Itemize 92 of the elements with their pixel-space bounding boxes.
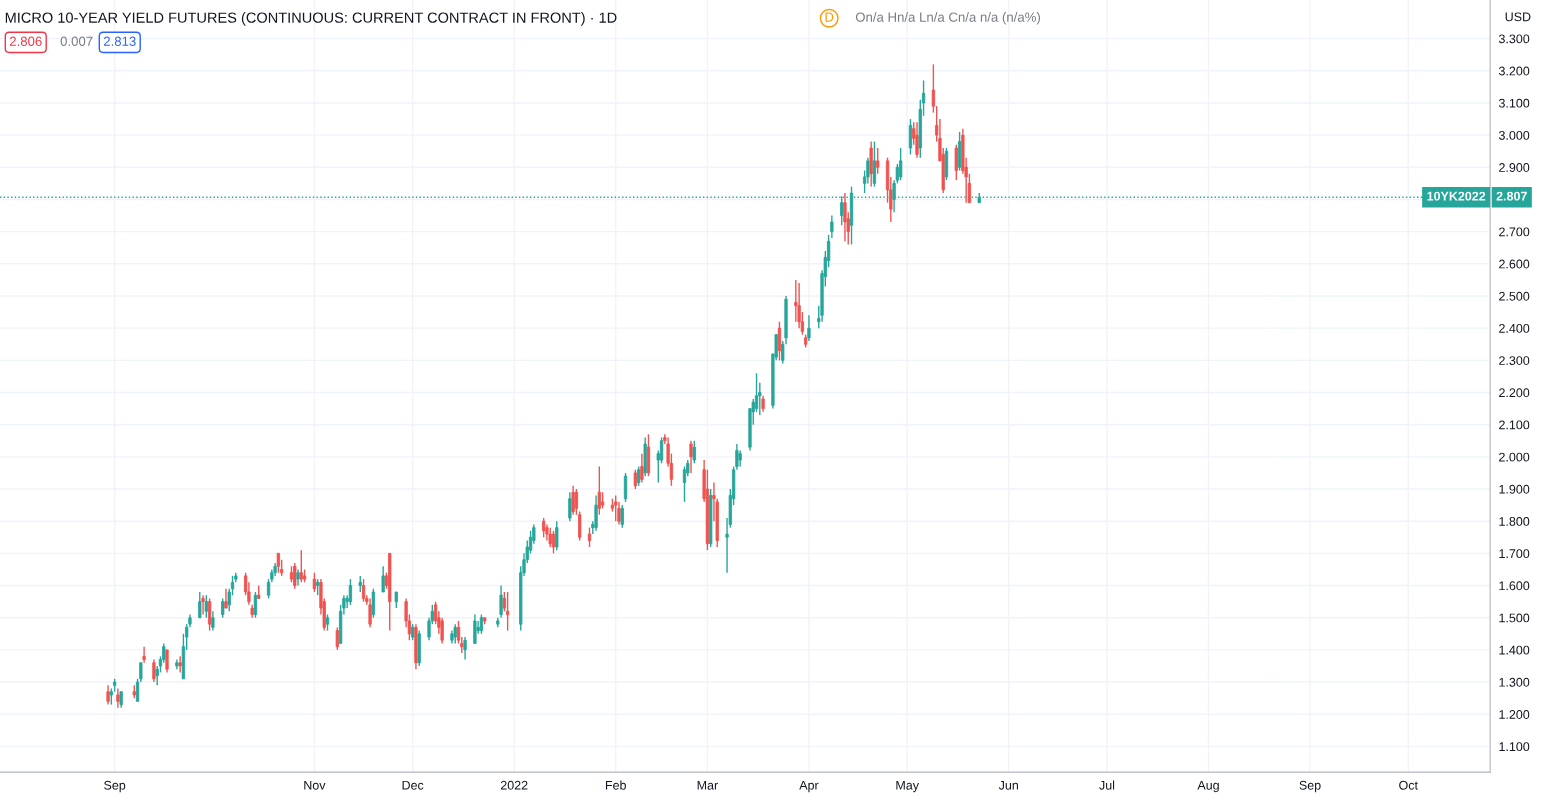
y-tick-label: 3.100 (1498, 98, 1530, 108)
x-tick-label: Jun (998, 780, 1018, 790)
candlestick (620, 504, 624, 529)
candlestick (152, 658, 156, 683)
candlestick (571, 485, 575, 516)
y-tick-label: 1.400 (1499, 645, 1530, 655)
x-tick-label: Oct (1399, 780, 1418, 790)
candlestick (299, 549, 303, 584)
y-tick-label: 3.200 (1498, 66, 1530, 76)
y-tick-label: 2.400 (1499, 323, 1530, 333)
candlestick (594, 494, 598, 532)
candlestick (640, 452, 644, 484)
y-tick-label: 2.600 (1499, 259, 1530, 269)
candlestick (807, 314, 811, 342)
candlestick (499, 584, 503, 619)
candlestick (348, 578, 353, 606)
y-tick-label: 2.000 (1499, 452, 1530, 462)
candlestick (224, 588, 228, 609)
candlestick (636, 465, 641, 487)
candlestick (276, 552, 281, 574)
candlestick (165, 649, 169, 674)
annotation: 2.813 (103, 36, 136, 46)
y-tick-label: 1.500 (1499, 613, 1530, 623)
y-tick-label: 1.600 (1499, 581, 1530, 591)
candlestick (568, 491, 572, 522)
y-tick-label: 3.300 (1498, 34, 1530, 44)
x-tick-label: May (896, 780, 919, 793)
candlestick (692, 440, 696, 464)
x-tick-label: Sep (104, 780, 126, 793)
x-tick-label: Aug (1197, 780, 1219, 793)
candlestick (505, 591, 510, 632)
x-tick-label: Feb (605, 780, 626, 790)
annotation: D (825, 12, 834, 22)
annotation: On/a Hn/a Ln/a Cn/a n/a (n/a%) (855, 12, 1040, 25)
candlestick (368, 597, 372, 629)
annotation: 0.007 (60, 36, 93, 46)
x-tick-label: Sep (1299, 780, 1321, 793)
candlestick (381, 565, 385, 593)
y-tick-label: 2.500 (1499, 291, 1530, 301)
y-tick-label: 1.200 (1499, 710, 1530, 719)
y-tick-label: 1.100 (1499, 742, 1530, 752)
candlestick (614, 494, 618, 522)
x-tick-label: Dec (402, 780, 424, 790)
candlestick (915, 121, 919, 159)
candlestick (221, 597, 225, 619)
annotation: 2.807 (1496, 191, 1527, 201)
candlestick (597, 465, 601, 516)
candlestick (198, 591, 202, 619)
candlestick (371, 588, 375, 619)
annotation: 2.806 (9, 36, 42, 46)
candlestick (201, 594, 205, 616)
y-tick-label: 1.700 (1499, 549, 1530, 559)
y-tick-label: 1.300 (1499, 677, 1530, 687)
y-tick-label: 2.300 (1499, 356, 1530, 365)
y-tick-label: 2.100 (1499, 420, 1530, 430)
candlestick (781, 340, 785, 365)
x-tick-label: Nov (304, 780, 326, 790)
y-tick-label: 2.200 (1499, 388, 1530, 398)
candlestick (142, 645, 146, 664)
candlestick (876, 147, 880, 175)
candlestick (335, 626, 339, 651)
x-tick-label: Apr (799, 780, 819, 793)
candlestick (830, 214, 834, 239)
y-tick-label: 1.800 (1499, 517, 1530, 526)
candlestick (587, 526, 592, 548)
candlestick (689, 440, 693, 474)
y-tick-label: 2.700 (1499, 227, 1530, 237)
candlestick (312, 571, 317, 593)
candlestick (473, 613, 477, 645)
y-tick-label: 2.900 (1499, 163, 1530, 172)
candlestick (898, 147, 903, 181)
x-tick-label: Jul (1099, 780, 1115, 790)
candlestick (954, 144, 958, 181)
y-tick-label: 1.900 (1499, 484, 1530, 494)
candlestick (633, 469, 638, 490)
x-tick-label: Mar (697, 780, 718, 790)
y-axis-title: USD (1505, 12, 1531, 22)
ref-line-label: 10YK2022 (1427, 191, 1486, 201)
text: MICRO 10-YEAR YIELD FUTURES (CONTINUOUS: CURRENT CONTRACT IN FRONT) · 1D (5, 12, 617, 26)
candlestick (106, 684, 110, 706)
candlestick (777, 321, 782, 362)
candlestick (548, 526, 552, 548)
candlestick (908, 118, 913, 156)
candlestick (623, 472, 628, 503)
candlestick (361, 578, 366, 603)
candlestick (551, 530, 556, 555)
candlestick (555, 520, 559, 551)
candlestick (211, 610, 215, 632)
candlestick (542, 517, 546, 538)
x-tick-label: 2022 (500, 780, 528, 790)
candlestick (207, 597, 212, 632)
y-tick-label: 3.000 (1498, 130, 1530, 140)
